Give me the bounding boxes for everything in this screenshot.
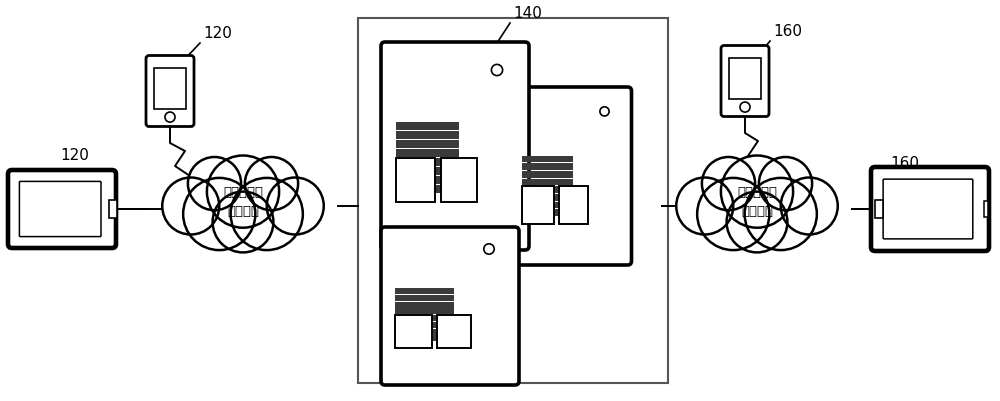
Circle shape [165,112,175,122]
Circle shape [721,156,793,228]
Bar [396,131,459,139]
Text: 120: 120 [60,148,89,163]
Bar [396,158,459,166]
Circle shape [600,107,609,116]
Bar [395,315,432,348]
Bar [522,156,573,162]
Circle shape [781,178,838,235]
FancyBboxPatch shape [19,181,101,237]
Circle shape [740,102,750,112]
Text: 140: 140 [513,6,542,21]
Bar [395,335,454,341]
Circle shape [207,156,279,228]
Bar [522,163,573,170]
Circle shape [727,192,787,252]
Bar [522,186,573,193]
Bar [395,308,454,314]
FancyBboxPatch shape [381,227,519,385]
FancyBboxPatch shape [8,170,116,248]
Text: 160: 160 [890,156,919,171]
Bar [396,140,459,148]
Bar [522,171,573,178]
Bar [396,149,459,157]
FancyBboxPatch shape [871,167,989,251]
Bar [396,185,459,193]
Bar [395,302,454,308]
FancyBboxPatch shape [381,42,529,250]
Bar [396,158,435,202]
Bar [109,200,117,218]
Circle shape [745,178,817,250]
Bar [396,176,459,184]
Bar [154,68,186,109]
Bar [522,194,573,200]
Bar [729,58,761,99]
Bar [395,288,454,294]
Bar [437,315,471,348]
Circle shape [676,178,733,235]
FancyBboxPatch shape [146,55,194,126]
Bar [522,178,573,185]
Bar [395,315,454,321]
Circle shape [183,178,255,250]
Circle shape [162,178,219,235]
Circle shape [267,178,324,235]
Bar [396,167,459,175]
Bar [522,209,573,216]
Circle shape [245,157,298,210]
Circle shape [759,157,812,210]
Bar [358,18,668,383]
Circle shape [702,157,755,210]
Bar [395,295,454,301]
Bar [522,186,554,224]
Bar [522,201,573,208]
Bar [395,328,454,334]
Circle shape [697,178,769,250]
Circle shape [231,178,303,250]
Bar [875,200,883,218]
Text: 160: 160 [773,24,802,39]
Bar [559,186,588,224]
Bar [111,202,115,216]
FancyBboxPatch shape [883,179,973,239]
Text: 有线网络或
无线网络: 有线网络或 无线网络 [737,186,777,218]
Circle shape [491,65,503,76]
FancyBboxPatch shape [509,87,632,265]
Bar [441,158,477,202]
Circle shape [213,192,273,252]
Bar [396,122,459,130]
Bar [395,322,454,328]
Bar [984,201,988,217]
Circle shape [188,157,241,210]
Text: 有线网络或
无线网络: 有线网络或 无线网络 [223,186,263,218]
Text: 120: 120 [203,26,232,41]
FancyBboxPatch shape [721,45,769,117]
Circle shape [484,244,494,254]
